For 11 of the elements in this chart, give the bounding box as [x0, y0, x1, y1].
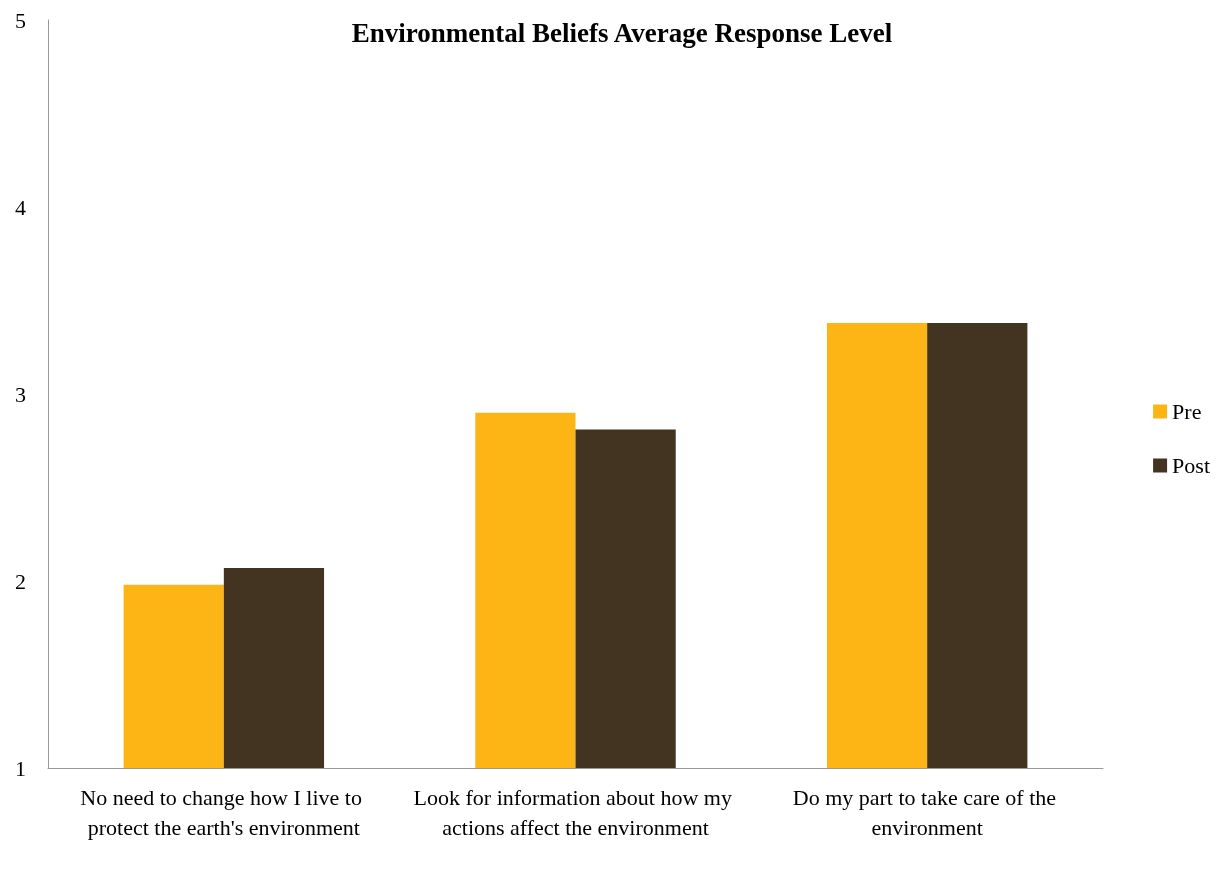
legend-label: Pre: [1172, 399, 1202, 424]
legend-label: Post: [1172, 453, 1211, 478]
y-tick-label: 3: [15, 381, 26, 407]
x-tick-label: Look for information about how my actions affect the environment: [413, 784, 738, 840]
x-tick-label: No need to change how I live to protect the earth's environment: [80, 784, 368, 840]
y-tick-label: 1: [15, 755, 26, 781]
x-tick-label: Do my part to take care of the environment: [792, 784, 1062, 840]
y-tick-label: 2: [15, 568, 26, 594]
y-tick-label: 5: [15, 7, 26, 33]
y-tick-label: 4: [15, 194, 26, 220]
chart-title: Environmental Beliefs Average Response Level: [351, 17, 893, 48]
